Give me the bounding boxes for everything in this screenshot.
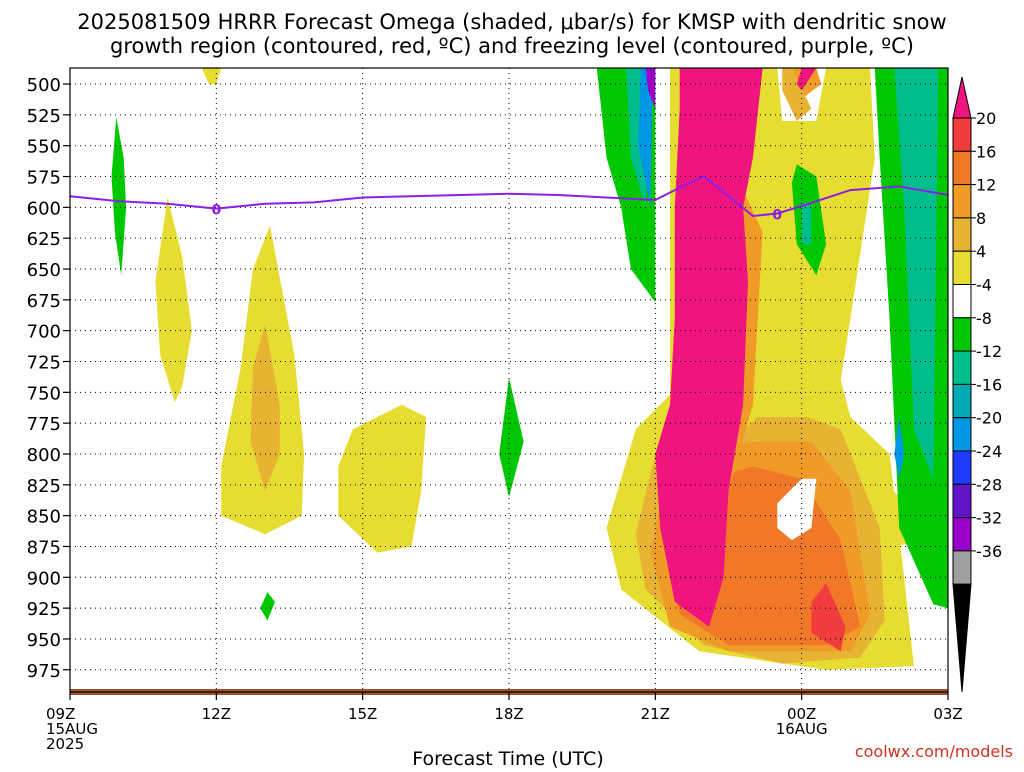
x-tick-label: 2025: [46, 735, 84, 753]
freezing-level-line: [69, 175, 949, 218]
freezing-level-label: 0: [211, 203, 221, 219]
colorbar-label: -8: [976, 309, 992, 328]
x-tick-label: 21Z: [641, 705, 670, 723]
y-tick-label: 750: [27, 383, 61, 404]
x-tick-label: 16AUG: [776, 720, 828, 738]
y-tick-label: 525: [27, 106, 61, 127]
y-tick-label: 575: [27, 168, 61, 189]
x-tick-label: 00Z: [787, 705, 816, 723]
y-tick-label: 550: [27, 137, 61, 158]
colorbar-label: -28: [976, 475, 1002, 494]
colorbar-label: -36: [976, 542, 1002, 561]
y-tick-label: 500: [27, 75, 61, 96]
colorbar-label: -32: [976, 509, 1002, 528]
colorbar-swatch: [952, 317, 972, 352]
shade-yellow-11z: [155, 197, 192, 403]
y-tick-label: 850: [27, 507, 61, 528]
shade-orange-top: [791, 68, 822, 99]
shade-green-13z-low: [260, 592, 275, 621]
x-tick-label: 15AUG: [46, 720, 98, 738]
colorbar-label: -12: [976, 342, 1002, 361]
y-tick-label: 900: [27, 568, 61, 589]
shade-green-10z: [111, 117, 127, 276]
shade-blue-02z: [894, 417, 905, 479]
shade-purple-20z: [645, 68, 656, 109]
colorbar-swatch: [952, 217, 972, 252]
shade-teal-00z: [801, 201, 812, 245]
x-tick-label: 18Z: [494, 705, 523, 723]
colorbar-swatch: [952, 150, 972, 186]
colorbar-label: 4: [976, 242, 986, 261]
colorbar-label: -20: [976, 409, 1002, 428]
shade-gold-top: [782, 68, 812, 121]
chart-title-line-1: 2025081509 HRRR Forecast Omega (shaded, …: [77, 10, 946, 34]
y-tick-label: 925: [27, 599, 61, 620]
colorbar-swatch: [952, 450, 972, 485]
y-tick-label: 675: [27, 291, 61, 312]
y-tick-label: 650: [27, 260, 61, 281]
axes: 500 525 550 575 600 625 650 675 700 725 750 775 800 8…: [27, 75, 963, 753]
colorbar-label: -24: [976, 442, 1002, 461]
shade-green-18z: [499, 377, 524, 498]
x-tick-label: 03Z: [933, 705, 962, 723]
credit-text: coolwx.com/models: [855, 742, 1013, 761]
chart-title-line-2: growth region (contoured, red, ºC) and f…: [110, 34, 914, 58]
colorbar-swatch: [952, 417, 972, 452]
colorbar-swatch: [952, 383, 972, 419]
colorbar-swatch: [952, 117, 972, 152]
x-tick-label: 15Z: [348, 705, 377, 723]
colorbar-label: 20: [976, 109, 996, 128]
colorbar-label: 12: [976, 176, 996, 195]
y-tick-label: 725: [27, 353, 61, 374]
colorbar-swatch: [952, 350, 972, 385]
colorbar-bottom-triangle: [952, 583, 972, 693]
y-tick-label: 800: [27, 445, 61, 466]
y-tick-label: 700: [27, 322, 61, 343]
y-tick-label: 825: [27, 476, 61, 497]
shade-red-23z: [811, 583, 846, 652]
shade-yellow-12z-top: [201, 68, 222, 84]
shade-teal-02z: [894, 68, 939, 479]
y-tick-label: 600: [27, 198, 61, 219]
colorbar-label: -16: [976, 375, 1002, 394]
colorbar: 20 16 12 8 4 -4 -8 -12 -16 -20 -24 -28 -32 -36: [952, 76, 1002, 693]
shade-gold-13z: [250, 324, 280, 491]
freezing-level-label: 0: [772, 208, 782, 224]
colorbar-swatch: [952, 550, 972, 585]
shade-blue-20z: [638, 68, 653, 208]
x-axis-label: Forecast Time (UTC): [412, 748, 603, 768]
x-tick-label: 12Z: [202, 705, 231, 723]
shade-white-hole-00z: [777, 478, 817, 541]
colorbar-label: -4: [976, 276, 992, 295]
colorbar-swatch: [952, 483, 972, 519]
y-tick-label: 875: [27, 537, 61, 558]
colorbar-swatch: [952, 517, 972, 552]
colorbar-swatch: [952, 284, 972, 319]
colorbar-label: 16: [976, 142, 996, 161]
y-tick-label: 775: [27, 414, 61, 435]
y-tick-label: 975: [27, 661, 61, 682]
colorbar-swatch: [952, 250, 972, 285]
colorbar-label: 8: [976, 209, 986, 228]
y-tick-label: 950: [27, 630, 61, 651]
x-tick-label: 09Z: [46, 705, 75, 723]
y-tick-label: 625: [27, 229, 61, 250]
colorbar-swatch: [952, 184, 972, 219]
